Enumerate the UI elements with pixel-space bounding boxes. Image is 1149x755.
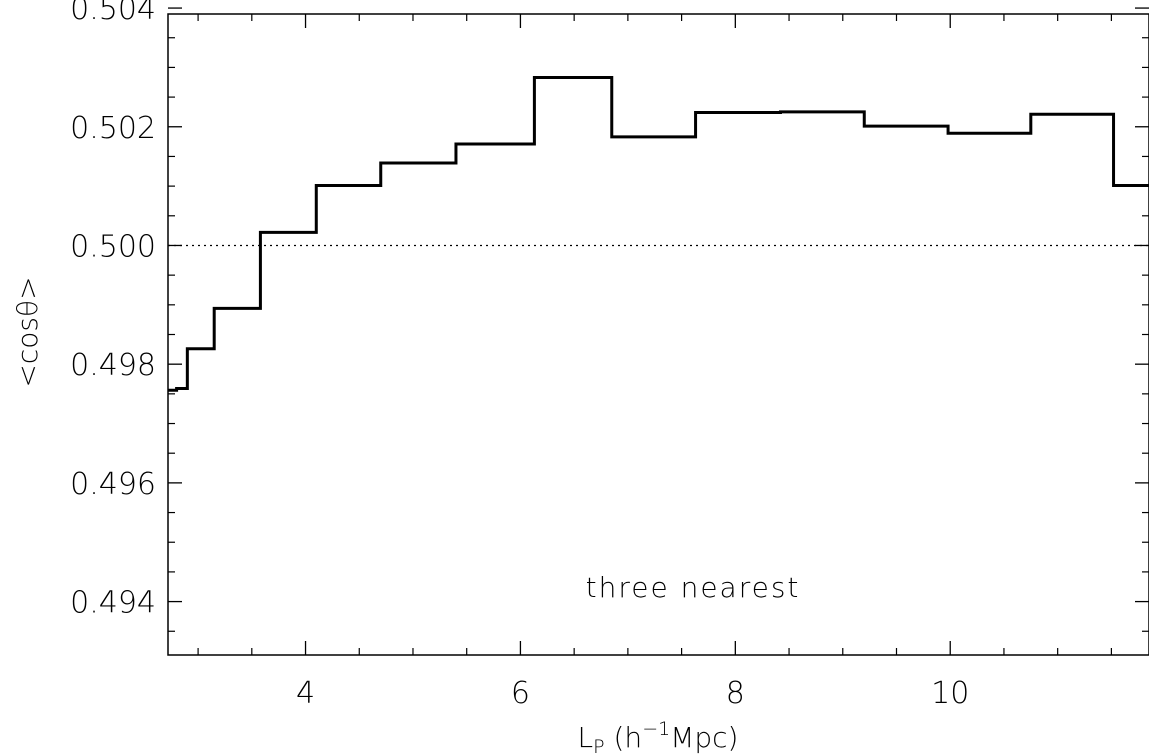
series-step-line: [168, 76, 1149, 392]
x-tick-labels: 4 6 8 10: [296, 676, 969, 711]
x-axis-title-subscript: P: [593, 736, 604, 755]
y-tick-label: 0.500: [70, 229, 156, 264]
plot-frame: [167, 13, 1149, 656]
x-axis-title-unit-prefix: (h: [605, 721, 643, 754]
x-tick-label: 8: [726, 676, 745, 711]
y-tick-labels: 0.494 0.496 0.498 0.500 0.502 0.504: [70, 0, 156, 621]
axis-ticks: [168, 7, 1149, 655]
x-tick-label: 4: [296, 676, 315, 711]
x-axis-title-main: L: [578, 721, 594, 754]
x-axis-title-unit-suffix: Mpc): [670, 721, 738, 754]
y-axis-title: <cosθ>: [11, 276, 44, 387]
annotation-label: three nearest: [586, 571, 801, 604]
series-group: [168, 76, 1149, 392]
y-tick-label: 0.502: [70, 111, 156, 146]
x-axis-title: LP (h−1Mpc): [578, 718, 739, 755]
y-tick-label: 0.504: [70, 0, 156, 27]
y-tick-label: 0.494: [70, 586, 156, 621]
y-tick-label: 0.498: [70, 348, 156, 383]
x-axis-title-exponent: −1: [642, 718, 670, 740]
x-tick-label: 10: [931, 676, 969, 711]
y-tick-label: 0.496: [70, 467, 156, 502]
x-tick-label: 6: [511, 676, 530, 711]
